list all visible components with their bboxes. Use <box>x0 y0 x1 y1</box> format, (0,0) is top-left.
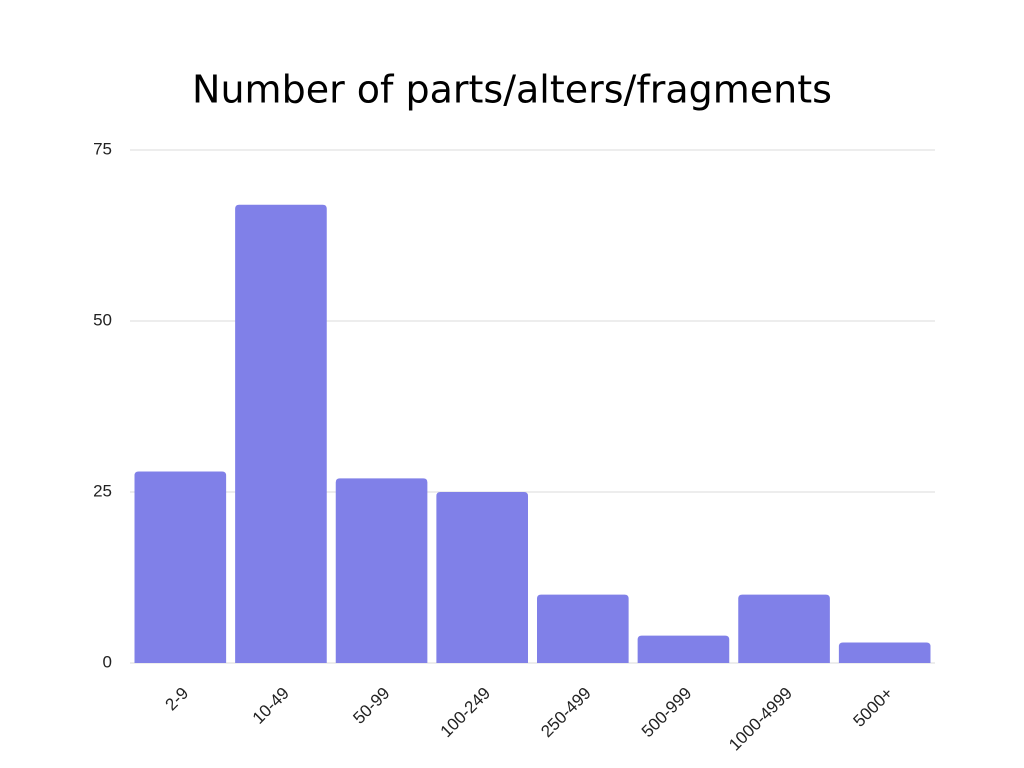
bar <box>738 594 830 663</box>
bar <box>436 492 528 663</box>
x-tick-label: 5000+ <box>849 684 896 731</box>
x-tick-label: 1000-4999 <box>725 684 796 755</box>
x-tick-label: 10-49 <box>249 684 293 728</box>
x-tick-label: 50-99 <box>349 684 393 728</box>
chart-title: Number of parts/alters/fragments <box>192 68 832 112</box>
x-tick-label: 100-249 <box>437 684 495 742</box>
bar <box>235 204 327 663</box>
y-tick-label: 25 <box>93 481 112 500</box>
y-tick-label: 50 <box>93 310 112 329</box>
bar <box>637 635 730 663</box>
x-tick-label: 2-9 <box>161 684 192 715</box>
x-tick-label: 500-999 <box>638 684 696 742</box>
bar <box>134 471 227 663</box>
bar <box>537 594 629 663</box>
x-tick-label: 250-499 <box>537 684 595 742</box>
bar <box>335 478 428 663</box>
y-tick-label: 0 <box>103 652 112 671</box>
bar <box>838 642 931 663</box>
y-tick-label: 75 <box>93 139 112 158</box>
